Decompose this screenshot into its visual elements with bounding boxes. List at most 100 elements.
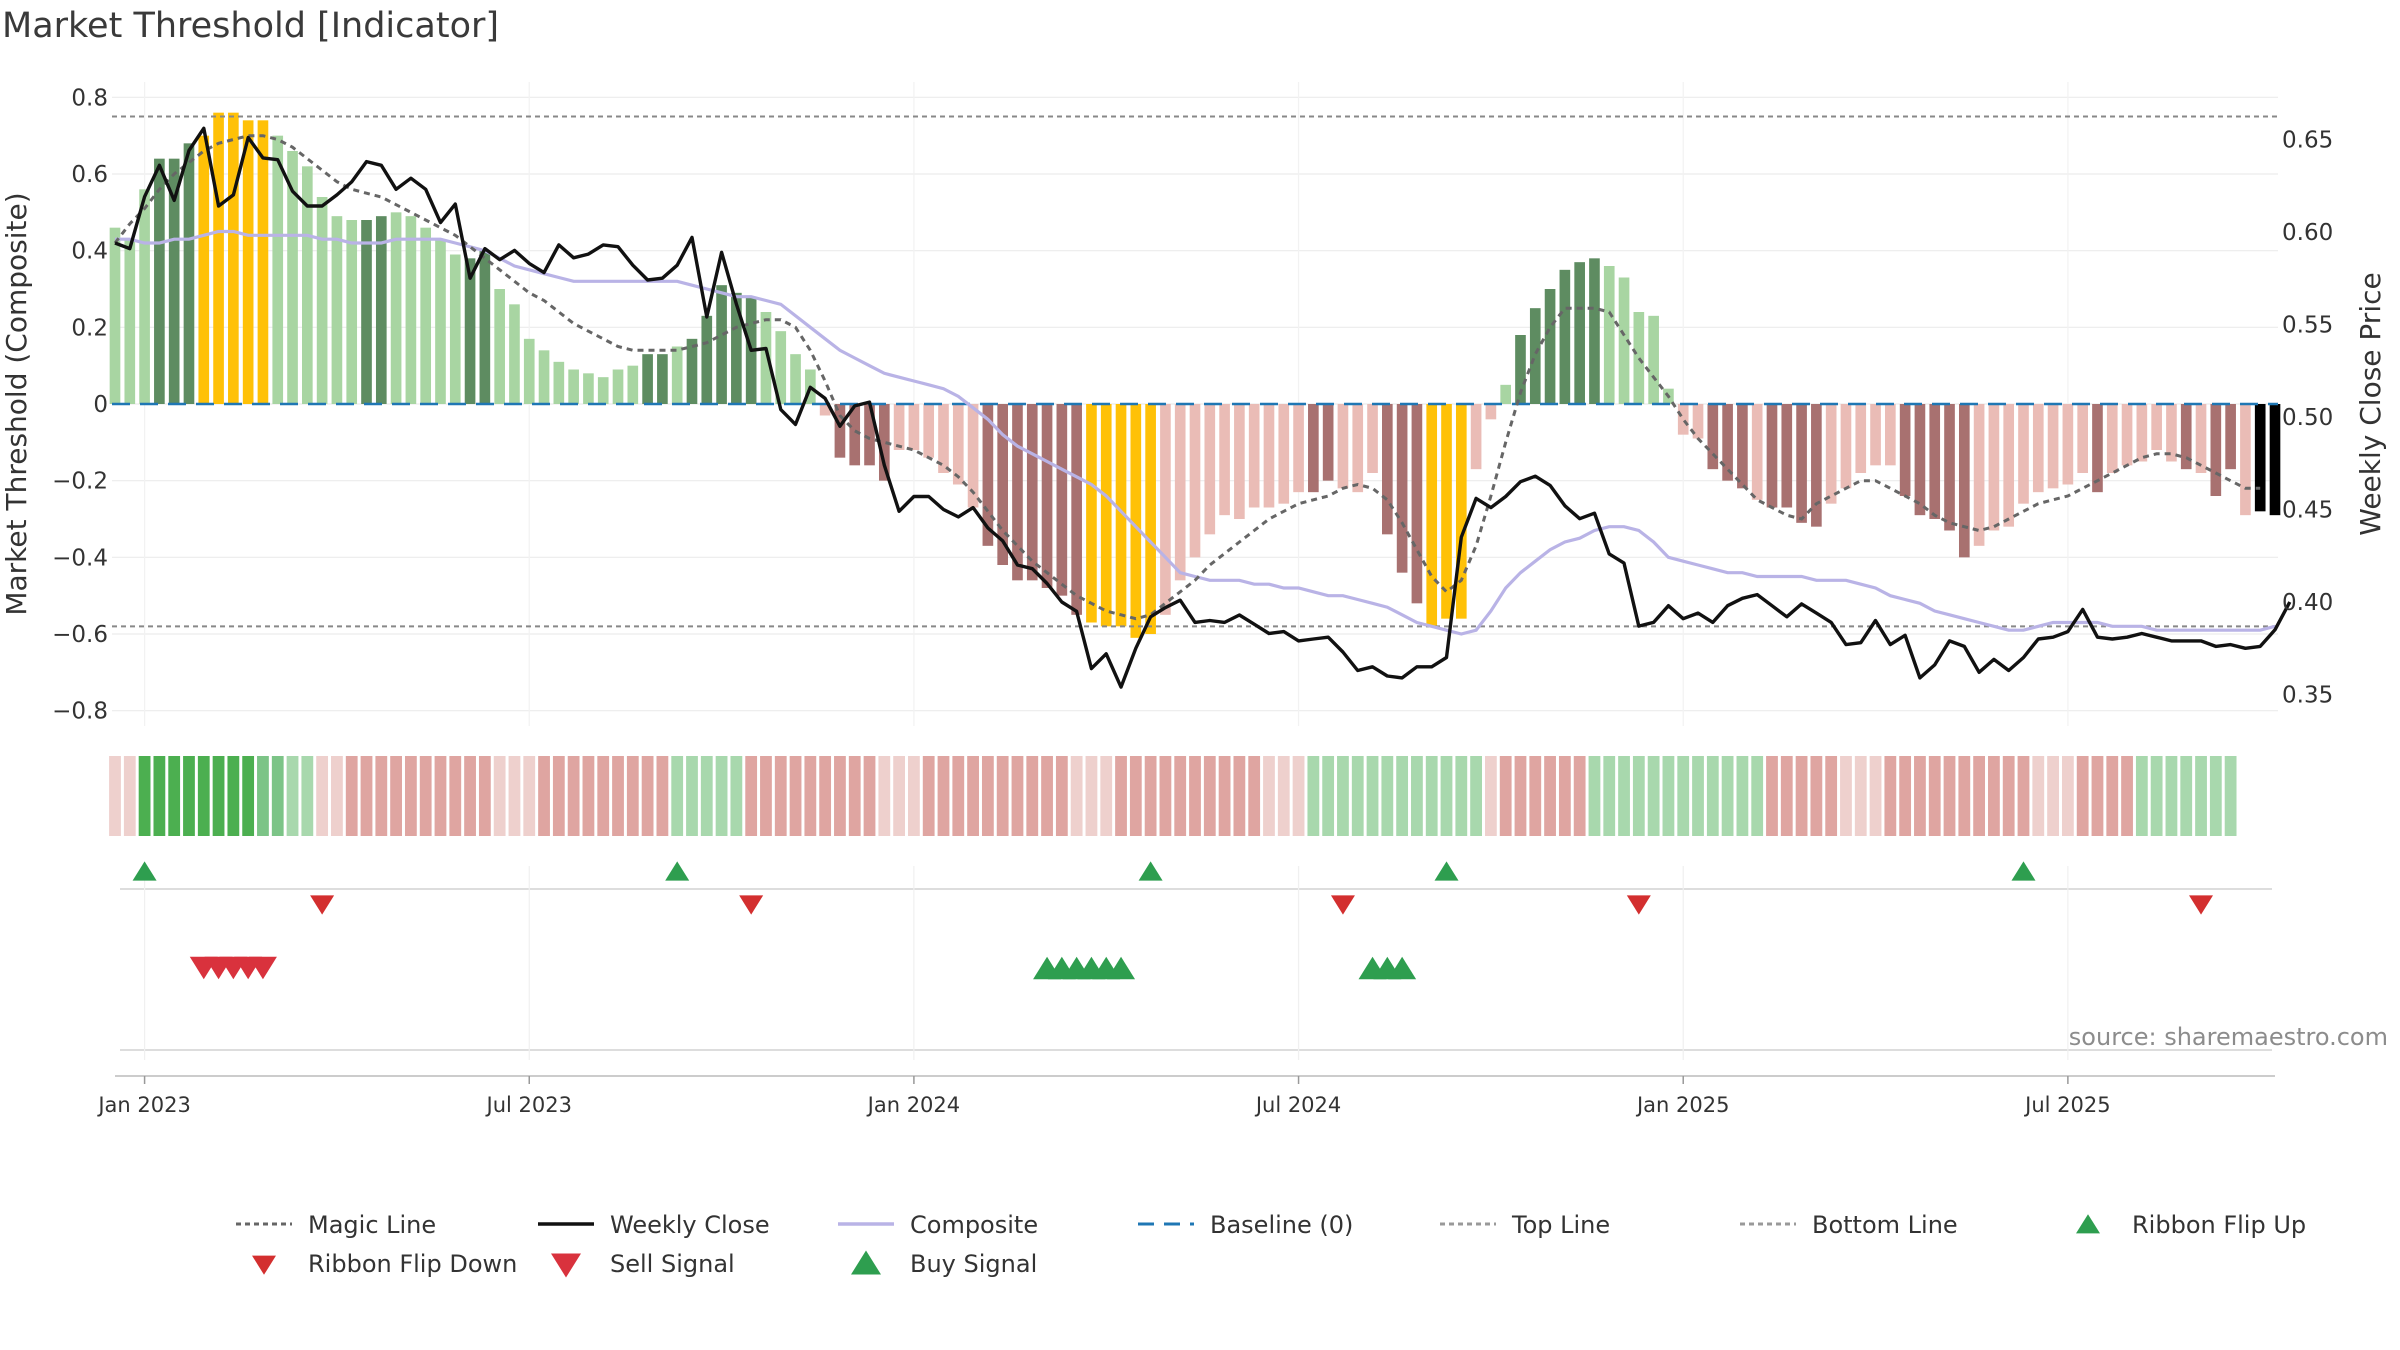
- composite-bar: [597, 377, 609, 404]
- legend-label: Ribbon Flip Down: [308, 1250, 517, 1278]
- composite-bar: [1825, 404, 1837, 504]
- ribbon-segment: [1766, 756, 1778, 836]
- ribbon-segment: [774, 756, 787, 836]
- ribbon-segment: [1943, 756, 1956, 836]
- ribbon-segment: [1011, 756, 1024, 836]
- ribbon-segment: [1055, 756, 1068, 836]
- composite-bar: [701, 315, 713, 404]
- composite-bar: [2254, 404, 2266, 512]
- composite-bar: [1441, 404, 1452, 619]
- composite-bar: [1973, 404, 1985, 546]
- y-left-tick-label: −0.8: [52, 699, 108, 725]
- ribbon-segment: [1529, 756, 1542, 836]
- ribbon-segment: [967, 756, 979, 836]
- ribbon-segment: [1337, 756, 1349, 836]
- composite-bar: [1145, 404, 1156, 634]
- composite-bar: [923, 404, 935, 458]
- composite-bar: [1263, 404, 1275, 508]
- ribbon-segment: [745, 756, 758, 836]
- composite-bar: [435, 239, 446, 404]
- ribbon-segment: [1514, 756, 1527, 836]
- composite-bar: [1870, 404, 1881, 466]
- ribbon-flip-down-marker: [310, 895, 335, 915]
- composite-bar: [686, 338, 698, 404]
- composite-bar: [1914, 404, 1926, 516]
- ribbon-segment: [819, 756, 832, 836]
- ribbon-segment: [1070, 756, 1083, 836]
- composite-bar: [109, 227, 121, 404]
- ribbon-segment: [227, 756, 240, 836]
- sell-signal-marker: [248, 956, 277, 980]
- ribbon-segment: [1129, 756, 1142, 836]
- composite-bar: [139, 189, 150, 404]
- composite-bar: [346, 220, 358, 404]
- ribbon-segment: [1692, 756, 1704, 836]
- ribbon-segment: [2121, 756, 2133, 836]
- composite-bar: [1026, 404, 1038, 581]
- ribbon-segment: [2165, 756, 2178, 836]
- composite-bar: [1130, 404, 1142, 638]
- composite-bar: [1100, 404, 1112, 627]
- ribbon-segment: [331, 756, 343, 836]
- ribbon-segment: [449, 756, 462, 836]
- composite-bar: [716, 285, 727, 404]
- ribbon-segment: [2047, 756, 2059, 836]
- ribbon-segment: [390, 756, 402, 836]
- composite-bar: [671, 346, 683, 404]
- ribbon-segment: [1041, 756, 1053, 836]
- ribbon-segment: [286, 756, 299, 836]
- composite-bar: [2210, 404, 2222, 496]
- ribbon-segment: [242, 756, 255, 836]
- ribbon-segment: [1396, 756, 1409, 836]
- ribbon-segment: [1544, 756, 1556, 836]
- ribbon-segment: [1810, 756, 1823, 836]
- legend-swatch: [851, 1250, 881, 1275]
- buy-signal-marker: [1107, 956, 1136, 980]
- ribbon-flip-down-marker: [1330, 895, 1355, 915]
- composite-bar: [1811, 404, 1822, 527]
- ribbon-segment: [2106, 756, 2119, 836]
- ribbon-segment: [123, 756, 136, 836]
- y-left-tick-label: 0.8: [71, 85, 108, 111]
- ribbon-segment: [1455, 756, 1468, 836]
- ribbon-segment: [1647, 756, 1660, 836]
- y-right-tick-label: 0.50: [2282, 405, 2333, 431]
- composite-bar: [2166, 404, 2177, 462]
- composite-bar: [1929, 404, 1941, 519]
- composite-bar: [1589, 258, 1600, 404]
- ribbon-segment: [715, 756, 728, 836]
- composite-bar: [908, 404, 920, 450]
- series-lines: [113, 126, 2292, 689]
- y-right-tick-label: 0.65: [2282, 127, 2333, 153]
- ribbon-flip-down-marker: [1626, 895, 1651, 915]
- composite-bar: [1544, 289, 1556, 404]
- composite-bar: [2269, 404, 2281, 516]
- composite-bar: [287, 151, 298, 404]
- composite-bar: [316, 197, 328, 404]
- composite-bar: [1470, 404, 1482, 470]
- buy-signal-marker: [1388, 956, 1417, 980]
- ribbon-segment: [1958, 756, 1971, 836]
- ribbon-segment: [1721, 756, 1734, 836]
- composite-bar: [1737, 404, 1748, 489]
- y-left-tick-label: 0.6: [71, 162, 108, 188]
- x-tick-label: Jan 2025: [1635, 1093, 1730, 1117]
- composite-bar: [864, 404, 875, 466]
- ribbon-segment: [612, 756, 624, 836]
- x-tick-label: Jul 2023: [485, 1093, 572, 1117]
- legend-label: Baseline (0): [1210, 1211, 1353, 1239]
- ribbon-segment: [1085, 756, 1098, 836]
- ribbon-segment: [271, 756, 284, 836]
- legend-label: Top Line: [1511, 1211, 1610, 1239]
- composite-bar: [834, 404, 846, 458]
- ribbon-segment: [508, 756, 521, 836]
- ribbon-segment: [671, 756, 684, 836]
- ribbon-segment: [893, 756, 906, 836]
- ribbon-segment: [1026, 756, 1039, 836]
- composite-bar: [775, 331, 787, 404]
- ribbon-segment: [878, 756, 891, 836]
- y-left-axis-label: Market Threshold (Composite): [0, 192, 33, 615]
- composite-bar: [1707, 404, 1719, 470]
- composite-bar: [242, 120, 254, 404]
